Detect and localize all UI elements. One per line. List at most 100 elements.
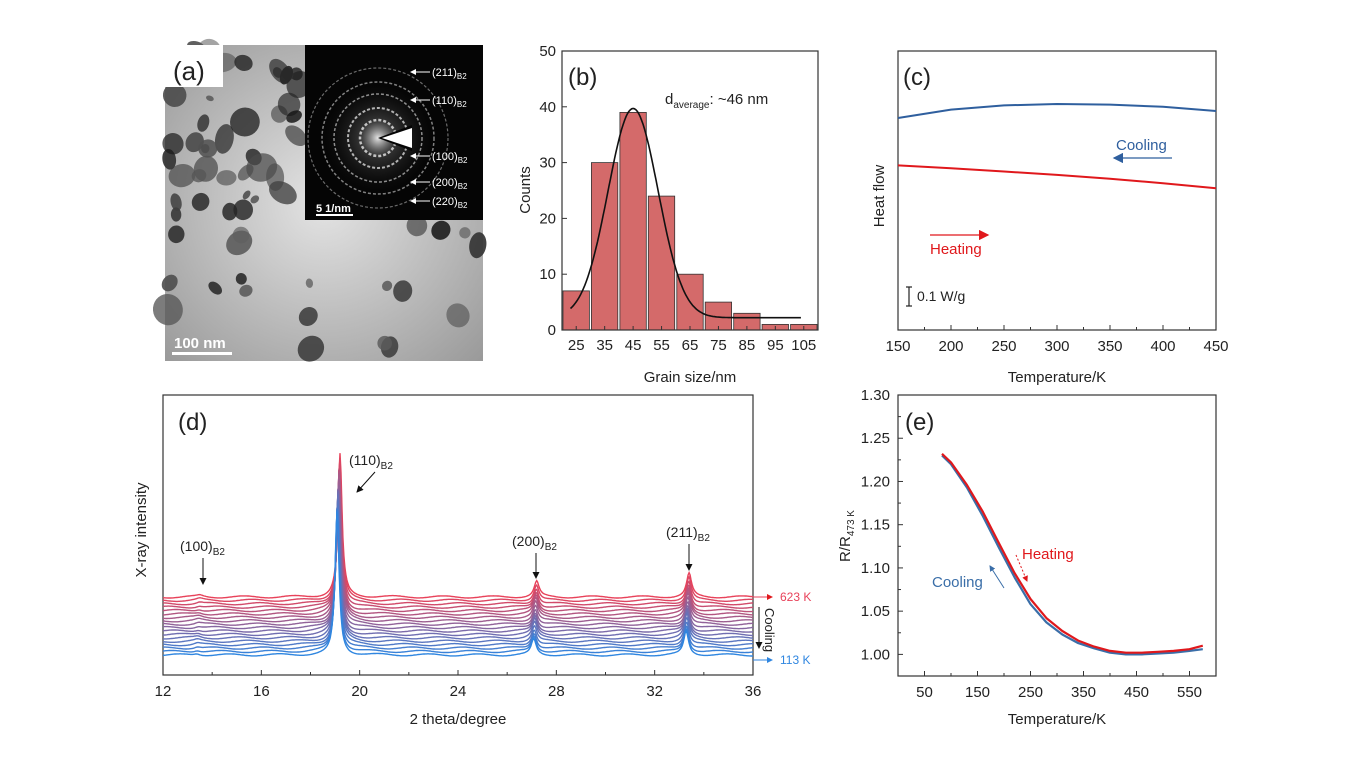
tem-grain [168, 164, 196, 188]
d-pattern-curve [162, 464, 754, 606]
tem-grain [305, 278, 314, 288]
tem-grain [242, 190, 251, 200]
e-lines [941, 453, 1204, 656]
tem-grains [152, 38, 487, 362]
b-annotation-sub: average [673, 100, 710, 111]
tem-grain [230, 107, 260, 137]
b-bar [562, 290, 590, 331]
tem-grain [286, 110, 302, 123]
saed-ring-label: (110)B2 [432, 95, 467, 109]
b-x-ticks: 25 35 45 55 65 75 85 95 105 [568, 326, 816, 354]
e-legend-cooling: Cooling [932, 574, 983, 591]
label-box-a [165, 45, 223, 87]
d-peak-sub: B2 [381, 461, 394, 472]
d-peak-hkl: (200) [512, 533, 545, 549]
beam-stop-white [382, 128, 412, 148]
b-annotation-main: d [665, 91, 673, 108]
tem-grain [234, 54, 253, 71]
c-xtick-label: 450 [1203, 338, 1228, 355]
tem-grain [208, 281, 222, 295]
tem-grain [382, 280, 393, 292]
e-xlabel: Temperature/K [1008, 711, 1106, 728]
d-pattern-curve [163, 508, 754, 650]
tem-grain [459, 227, 471, 239]
b-ytick-label: 40 [539, 99, 556, 116]
c-scale-label: 0.1 W/g [917, 288, 965, 304]
b-ytick-label: 20 [539, 210, 556, 227]
b-xtick-label: 25 [568, 337, 585, 354]
b-xtick-label: 55 [653, 337, 670, 354]
saed-ring-hkl: (110) [432, 95, 457, 107]
c-lines [897, 102, 1217, 190]
tem-grain [469, 232, 487, 259]
d-pattern-curve [162, 489, 754, 633]
b-xtick-label: 85 [739, 337, 756, 354]
tem-grain [152, 293, 183, 326]
b-ylabel: Counts [517, 166, 534, 214]
tem-grain [191, 192, 210, 211]
tem-grain [198, 139, 218, 158]
b-bar [619, 112, 647, 331]
c-xtick-label: 200 [938, 338, 963, 355]
panel-c-dsc: 150 200 250 300 350 400 450 (c) Temperature/K … [871, 50, 1229, 386]
tem-grain [377, 335, 393, 351]
b-ytick-label: 30 [539, 155, 556, 172]
d-xtick-label: 24 [450, 683, 467, 700]
tem-grain [446, 303, 470, 328]
tem-grain [226, 230, 253, 256]
d-xtick-label: 12 [155, 683, 172, 700]
d-peak-hkl: (211) [666, 524, 698, 540]
b-xtick-label: 65 [682, 337, 699, 354]
panel-label-c: (c) [903, 64, 931, 91]
b-annotation: daverage: ~46 nm [665, 91, 768, 111]
c-series-line [897, 102, 1217, 119]
b-gaussian-fit [569, 107, 801, 319]
saed-ring-label: (220)B2 [432, 196, 468, 210]
panel-label-e: (e) [905, 409, 934, 436]
c-xlabel: Temperature/K [1008, 369, 1106, 386]
b-xtick-label: 105 [791, 337, 816, 354]
e-xtick-label: 350 [1071, 684, 1096, 701]
b-bars [562, 112, 818, 331]
b-xlabel: Grain size/nm [644, 369, 737, 386]
tem-grain [235, 273, 247, 285]
d-cooling-label: Cooling [762, 608, 777, 652]
tem-grain [168, 225, 185, 244]
tem-grain [406, 215, 428, 237]
panel-a-tem-image: (a) 100 nm 5 1/nm (211)B2(110)B2(100)B2(… [152, 38, 487, 362]
tem-grain [250, 195, 260, 204]
e-xtick-label: 150 [965, 684, 990, 701]
b-ytick-label: 0 [548, 322, 556, 339]
tem-grain [233, 199, 254, 221]
c-xtick-label: 350 [1097, 338, 1122, 355]
e-legend-heating: Heating [1022, 546, 1074, 563]
c-xtick-label: 150 [885, 338, 910, 355]
saed-ring-labels: (211)B2(110)B2(100)B2(200)B2(220)B2 [410, 67, 468, 210]
d-pattern-curve [162, 499, 754, 643]
b-ytick-label: 50 [539, 43, 556, 60]
d-xtick-label: 20 [351, 683, 368, 700]
inset-scale-bar-label: 5 1/nm [316, 203, 351, 215]
tem-grain [162, 83, 187, 107]
e-series-line [941, 454, 1203, 656]
e-plot-frame [897, 394, 1217, 677]
d-pattern-curve [162, 490, 753, 637]
tem-grain [161, 274, 178, 292]
c-xtick-label: 400 [1150, 338, 1175, 355]
d-pattern-curve [162, 489, 754, 630]
saed-ring-label: (200)B2 [432, 177, 468, 191]
saed-ring [307, 67, 449, 209]
tem-grain [162, 133, 184, 155]
d-xtick-label: 36 [745, 683, 762, 700]
c-series-line [897, 164, 1217, 190]
saed-ring-hkl: (200) [432, 177, 458, 189]
scale-bar-label: 100 nm [174, 335, 226, 352]
d-peak-label: (110)B2 [349, 452, 393, 472]
c-legend-heating: Heating [930, 241, 982, 258]
panel-label-b: (b) [568, 64, 597, 91]
d-peak-arrow [356, 471, 376, 493]
tem-grain [191, 169, 207, 183]
e-series-line [941, 453, 1204, 654]
d-peak-hkl: (110) [349, 452, 381, 468]
d-peak-hkl: (100) [180, 538, 213, 554]
